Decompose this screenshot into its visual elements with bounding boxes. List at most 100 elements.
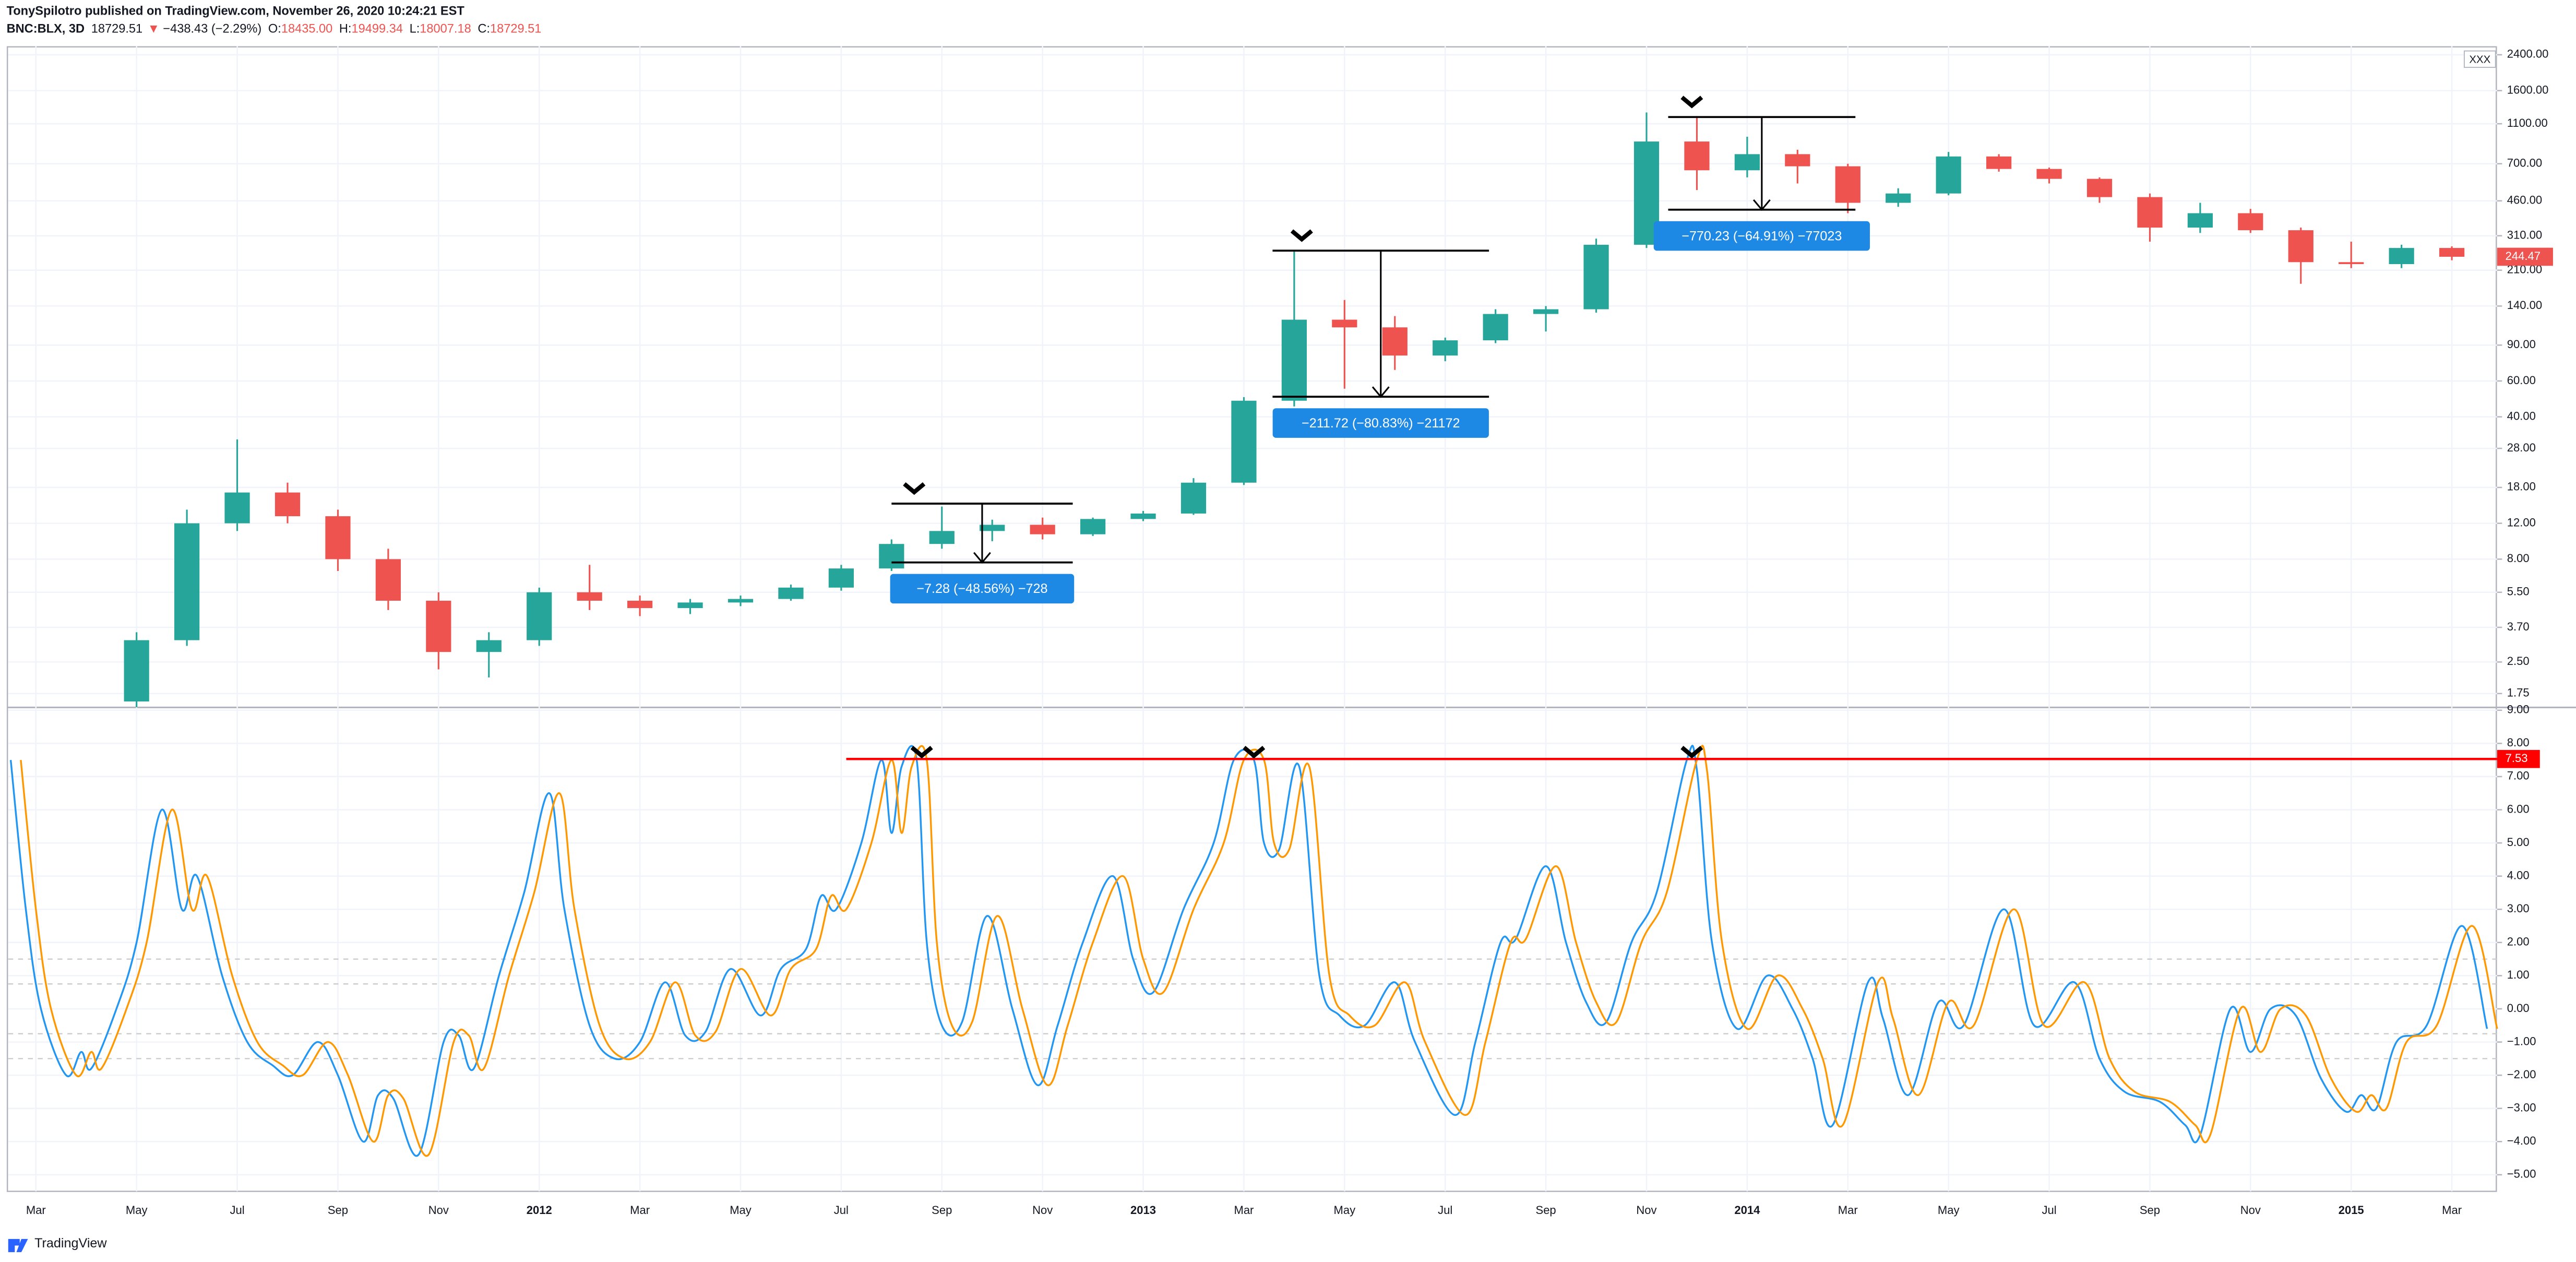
measure-label: −7.28 (−48.56%) −728 <box>916 581 1047 596</box>
x-tick-label: 2014 <box>1734 1204 1760 1217</box>
x-tick-label: 2013 <box>1130 1204 1156 1217</box>
candle-body <box>1785 154 1810 166</box>
candle-body <box>2339 262 2364 265</box>
ohlc-label: C: <box>478 22 490 36</box>
x-tick-label: Nov <box>1636 1204 1656 1217</box>
y-tick-label: 2400.00 <box>2507 47 2549 61</box>
measure-label: −770.23 (−64.91%) −77023 <box>1681 229 1842 243</box>
peak-marker <box>910 746 933 759</box>
candle-body <box>778 587 804 599</box>
candle-body <box>677 602 703 609</box>
y-tick-label: 1600.00 <box>2507 83 2549 96</box>
scale-label: XXX <box>2469 53 2490 65</box>
y-tick-label: 6.00 <box>2507 802 2530 815</box>
x-tick-label: Jul <box>2042 1204 2056 1217</box>
x-tick-label: Mar <box>26 1204 46 1217</box>
y-tick-label: 3.00 <box>2507 902 2530 915</box>
candle-body <box>2036 169 2062 179</box>
candle-body <box>426 600 451 652</box>
y-tick-label: 1.75 <box>2507 686 2530 699</box>
y-tick-label: 1.00 <box>2507 968 2530 981</box>
change: −438.43 (−2.29%) <box>163 22 261 36</box>
y-tick-label: 12.00 <box>2507 516 2536 529</box>
candle-body <box>2187 213 2213 228</box>
candle-body <box>1080 519 1106 534</box>
candle-body <box>2389 248 2414 265</box>
x-tick-label: 2012 <box>527 1204 552 1217</box>
measure-label: −211.72 (−80.83%) −21172 <box>1302 416 1460 431</box>
ohlc-value: 18007.18 <box>420 22 471 36</box>
candle-body <box>1886 193 1911 203</box>
oscillator-line <box>20 745 2498 1157</box>
candle-body <box>879 544 904 569</box>
y-tick-label: −2.00 <box>2507 1068 2536 1081</box>
candle-body <box>1030 525 1055 534</box>
last-price-tag <box>2497 247 2553 266</box>
candle-body <box>929 531 955 544</box>
y-tick-label: 60.00 <box>2507 374 2536 387</box>
peak-marker <box>1680 96 1703 109</box>
grid <box>8 46 2497 1192</box>
candle-body <box>2137 197 2163 228</box>
y-tick-label: 2.00 <box>2507 935 2530 948</box>
x-tick-label: Sep <box>932 1204 952 1217</box>
y-tick-label: 8.00 <box>2507 552 2530 565</box>
x-tick-label: May <box>126 1204 148 1217</box>
change-arrow: ▼ <box>148 22 160 36</box>
x-tick-label: Nov <box>428 1204 449 1217</box>
ohlc-value: 19499.34 <box>352 22 403 36</box>
y-tick-label: 9.00 <box>2507 703 2530 716</box>
x-tick-label: May <box>1938 1204 1960 1217</box>
scale-label-box <box>2463 50 2496 68</box>
y-tick-label: −1.00 <box>2507 1034 2536 1047</box>
x-tick-label: Sep <box>2140 1204 2160 1217</box>
candle-body <box>527 592 552 640</box>
candle-body <box>124 640 149 702</box>
candle-body <box>1130 513 1156 519</box>
tv-logo <box>8 1239 28 1253</box>
ohlc-value: 18729.51 <box>490 22 541 36</box>
y-tick-label: −3.00 <box>2507 1101 2536 1114</box>
x-tick-label: 2015 <box>2339 1204 2364 1217</box>
candle-body <box>1835 166 1861 203</box>
arrow-head <box>1752 199 1771 211</box>
candle-body <box>375 559 401 601</box>
candle-body <box>2238 213 2263 231</box>
x-tick-label: Mar <box>630 1204 650 1217</box>
candle-body <box>275 492 301 517</box>
x-tick-label: Jul <box>230 1204 244 1217</box>
ohlc-label: O: <box>268 22 281 36</box>
y-tick-label: 40.00 <box>2507 409 2536 422</box>
y-tick-label: 3.70 <box>2507 620 2530 633</box>
candle-body <box>1583 244 1609 309</box>
last-price: 18729.51 <box>91 22 142 36</box>
author-line: TonySpilotro published on TradingView.co… <box>7 4 465 18</box>
peak-marker <box>903 482 926 495</box>
ohlc-label: H: <box>339 22 352 36</box>
oscillator-line <box>9 745 2488 1157</box>
plot-frame <box>6 46 2497 1192</box>
candle-body <box>1433 340 1458 356</box>
y-tick-label: 18.00 <box>2507 480 2536 493</box>
measure-label-box <box>1653 221 1870 251</box>
y-tick-label: 5.00 <box>2507 836 2530 849</box>
candle-body <box>828 568 854 588</box>
candle-body <box>1281 319 1307 401</box>
candle-body <box>1483 314 1508 341</box>
candle-body <box>1684 141 1710 171</box>
x-tick-label: May <box>1334 1204 1356 1217</box>
measure-label-box <box>1272 408 1489 438</box>
y-tick-label: 7.00 <box>2507 769 2530 782</box>
y-tick-label: 8.00 <box>2507 736 2530 749</box>
candle-body <box>1533 309 1559 314</box>
y-tick-label: 1100.00 <box>2507 116 2548 129</box>
y-tick-label: 90.00 <box>2507 338 2536 351</box>
ohlc-label: L: <box>410 22 420 36</box>
y-tick-label: 140.00 <box>2507 299 2542 312</box>
candle-body <box>980 525 1005 531</box>
y-tick-label: 700.00 <box>2507 157 2542 170</box>
x-tick-label: Mar <box>1234 1204 1254 1217</box>
candle-body <box>627 600 653 609</box>
